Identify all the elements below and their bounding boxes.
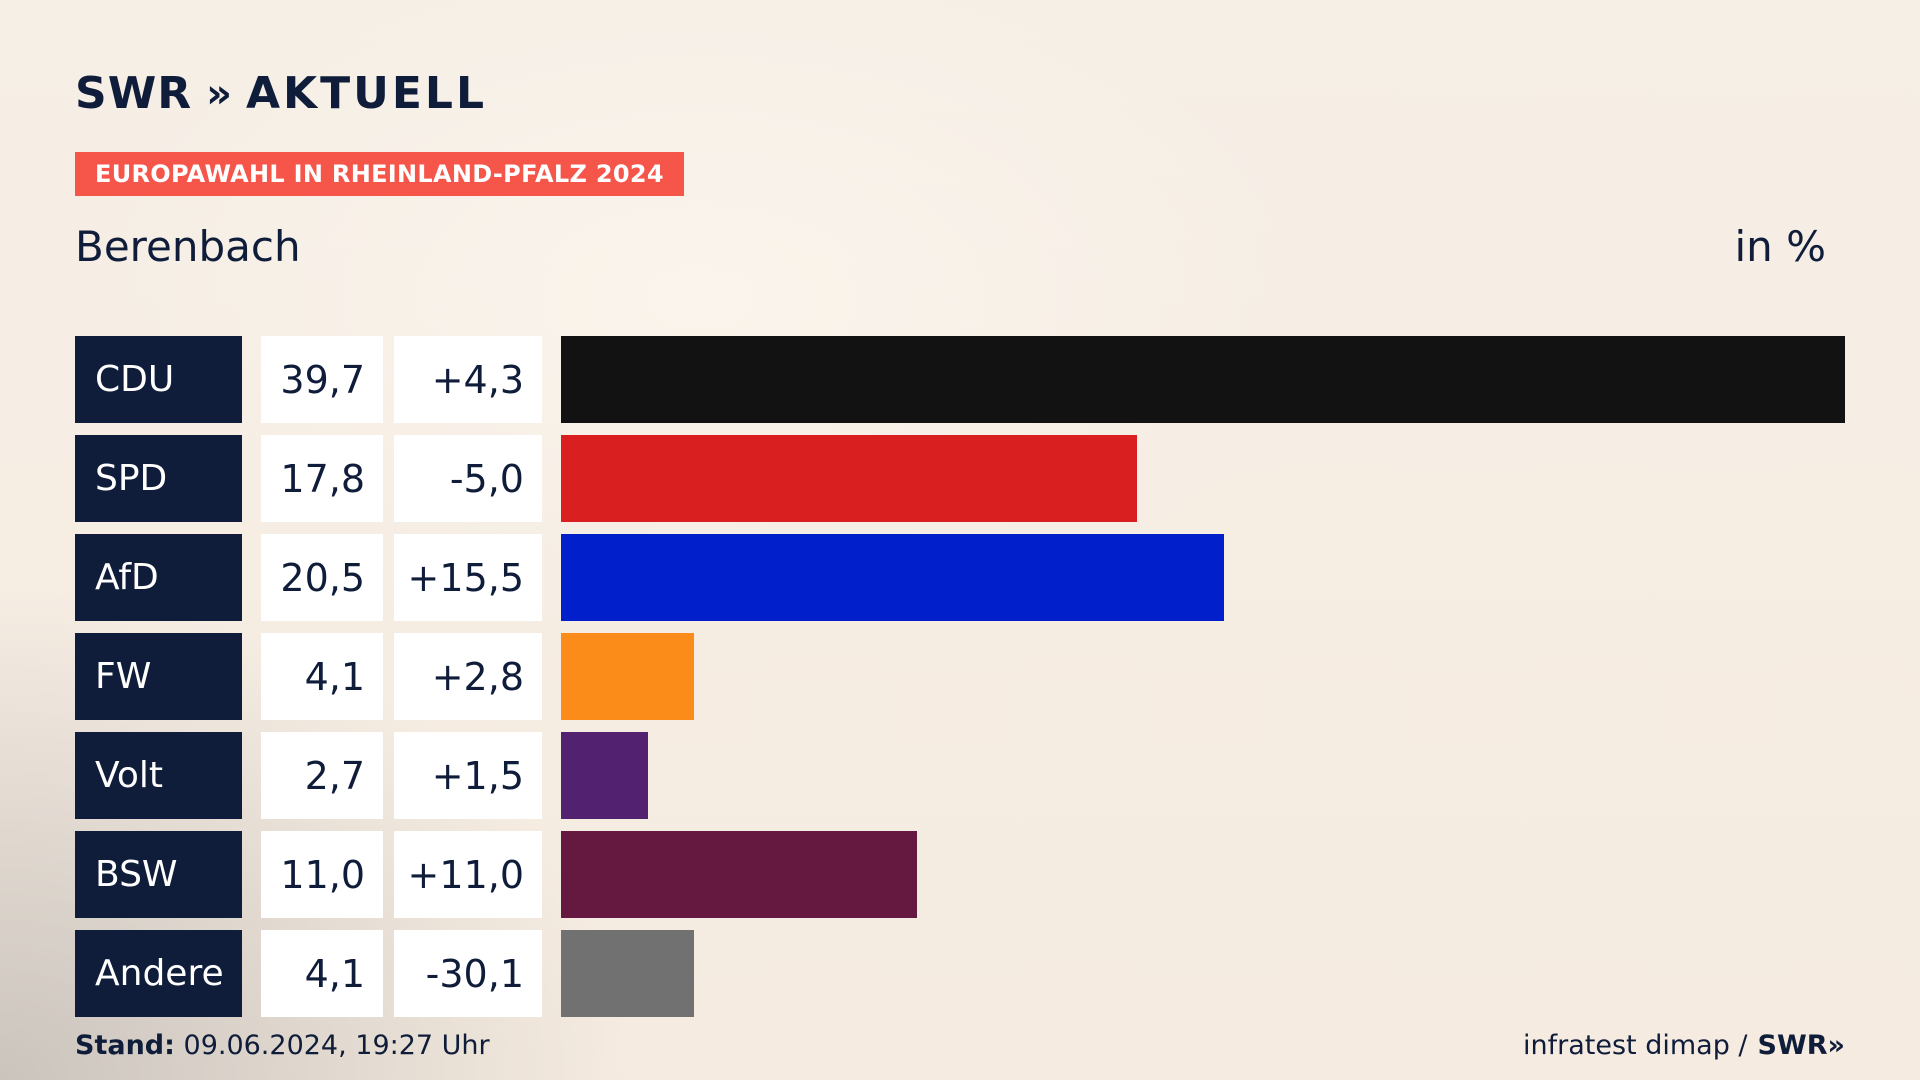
bar-volt xyxy=(561,732,648,819)
party-label: BSW xyxy=(75,831,242,918)
source-brand: SWR» xyxy=(1757,1030,1845,1061)
diff-value: +2,8 xyxy=(394,633,542,720)
diff-value: +1,5 xyxy=(394,732,542,819)
bar-fw xyxy=(561,633,694,720)
diff-value: -5,0 xyxy=(394,435,542,522)
bar-andere xyxy=(561,930,694,1017)
share-value: 39,7 xyxy=(261,336,383,423)
bar-bsw xyxy=(561,831,917,918)
party-label: FW xyxy=(75,633,242,720)
location-title: Berenbach xyxy=(75,222,301,271)
diff-value: +4,3 xyxy=(394,336,542,423)
swr-aktuell-logo: SWR » AKTUELL xyxy=(75,68,487,119)
result-row-cdu: CDU 39,7 +4,3 xyxy=(75,336,1845,423)
stand-label: Stand: xyxy=(75,1030,175,1061)
result-row-volt: Volt 2,7 +1,5 xyxy=(75,732,1845,819)
result-row-spd: SPD 17,8 -5,0 xyxy=(75,435,1845,522)
source-credit: infratest dimap / SWR» xyxy=(1523,1030,1845,1061)
party-label: Volt xyxy=(75,732,242,819)
result-row-bsw: BSW 11,0 +11,0 xyxy=(75,831,1845,918)
diff-value: +15,5 xyxy=(394,534,542,621)
diff-value: +11,0 xyxy=(394,831,542,918)
party-label: SPD xyxy=(75,435,242,522)
result-row-andere: Andere 4,1 -30,1 xyxy=(75,930,1845,1017)
logo-chevrons: » xyxy=(206,70,232,117)
bar-cdu xyxy=(561,336,1845,423)
stand-value: 09.06.2024, 19:27 Uhr xyxy=(183,1030,490,1061)
logo-aktuell: AKTUELL xyxy=(245,68,487,119)
timestamp: Stand: 09.06.2024, 19:27 Uhr xyxy=(75,1030,490,1061)
share-value: 17,8 xyxy=(261,435,383,522)
election-tag: EUROPAWAHL IN RHEINLAND-PFALZ 2024 xyxy=(75,152,684,196)
party-label: AfD xyxy=(75,534,242,621)
result-row-afd: AfD 20,5 +15,5 xyxy=(75,534,1845,621)
share-value: 20,5 xyxy=(261,534,383,621)
result-row-fw: FW 4,1 +2,8 xyxy=(75,633,1845,720)
source-text: infratest dimap / xyxy=(1523,1030,1748,1061)
bar-spd xyxy=(561,435,1137,522)
share-value: 4,1 xyxy=(261,633,383,720)
share-value: 4,1 xyxy=(261,930,383,1017)
party-label: Andere xyxy=(75,930,242,1017)
diff-value: -30,1 xyxy=(394,930,542,1017)
share-value: 11,0 xyxy=(261,831,383,918)
party-label: CDU xyxy=(75,336,242,423)
bar-afd xyxy=(561,534,1224,621)
unit-label: in % xyxy=(1734,222,1826,271)
share-value: 2,7 xyxy=(261,732,383,819)
logo-swr: SWR xyxy=(75,68,193,119)
